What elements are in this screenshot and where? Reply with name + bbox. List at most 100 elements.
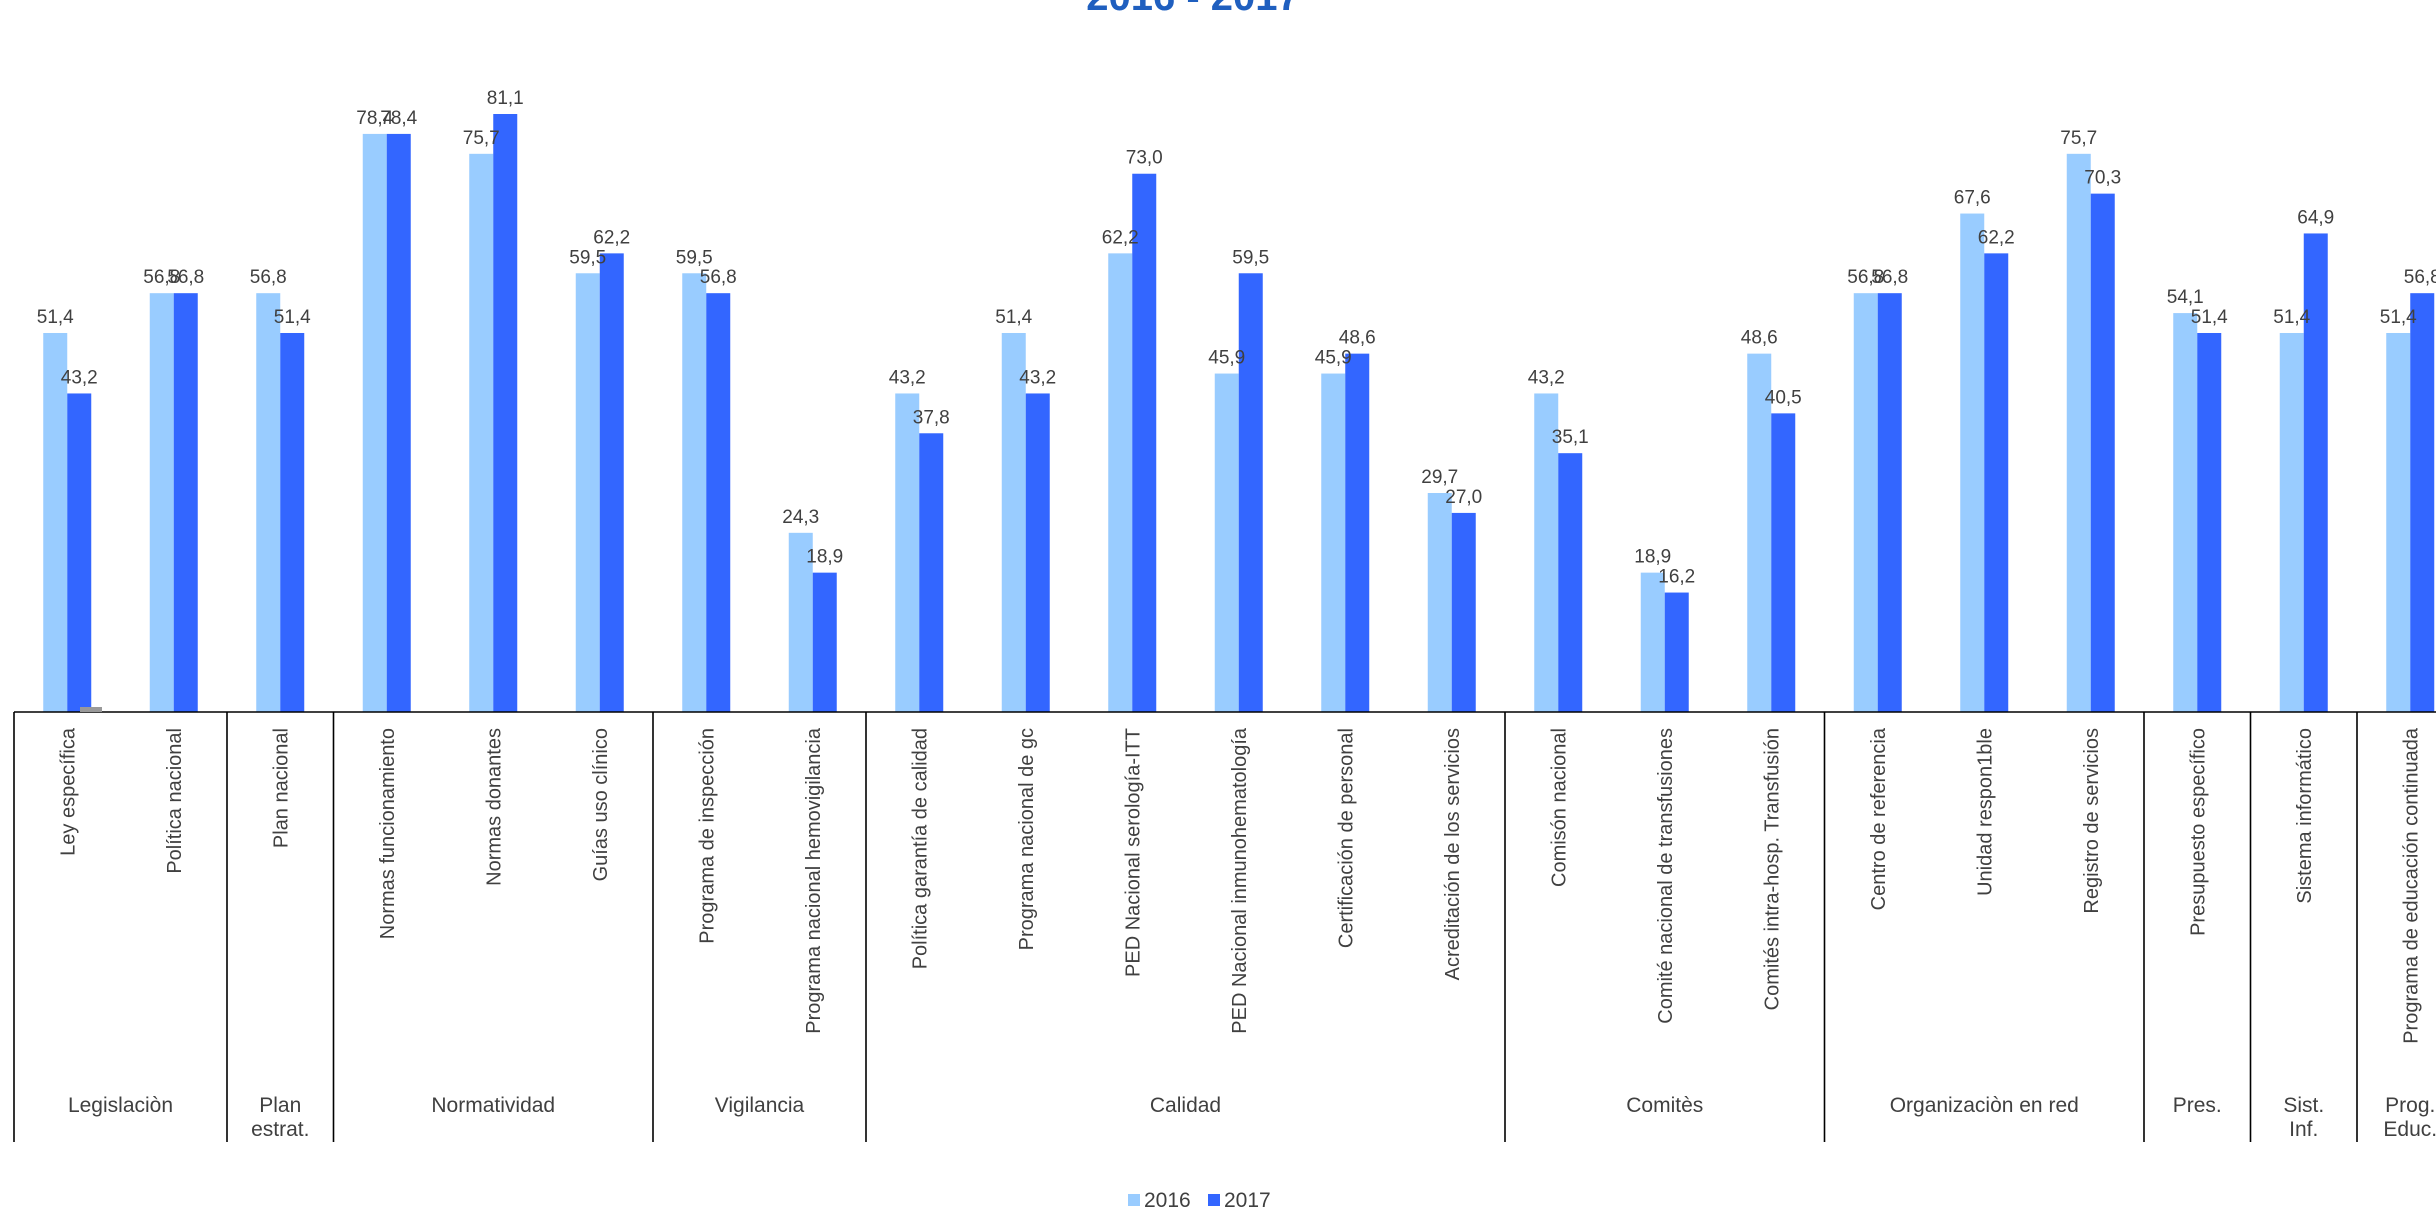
bar-2016-1-0 xyxy=(256,293,281,712)
bar-2017-2-2 xyxy=(599,253,624,713)
bar-2016-5-0 xyxy=(1534,393,1559,712)
value-label-2017-2-0: 78,4 xyxy=(380,108,417,129)
value-label-2016-3-1: 24,3 xyxy=(782,507,819,528)
bar-2017-1-0 xyxy=(280,332,305,712)
category-label-4-3: PED Nacional inmunohematología xyxy=(1229,727,1251,1034)
value-labels-layer: 51,443,256,856,8 56,851,478,478,475,781,1… xyxy=(37,88,2436,588)
bar-2016-3-1 xyxy=(788,532,813,712)
bar-2016-4-3 xyxy=(1214,373,1239,712)
category-label-4-0: Política garantía de calidad xyxy=(909,728,931,969)
bar-2016-4-5 xyxy=(1427,493,1452,712)
value-label-2016-5-0: 43,2 xyxy=(1528,367,1565,388)
group-label-0: Legislaciòn xyxy=(68,1094,173,1117)
value-label-2016-2-1: 75,7 xyxy=(463,128,500,149)
category-label-5-1: Comité nacional de transfusiones xyxy=(1655,728,1677,1024)
category-label-2-0: Normas funcionamiento xyxy=(377,728,399,939)
bar-2016-2-1 xyxy=(469,153,494,712)
chart-title: 2016 - 2017 xyxy=(1086,0,1300,19)
bar-2016-6-1 xyxy=(1960,213,1985,713)
bar-2017-4-2 xyxy=(1132,173,1157,712)
value-label-2016-4-2: 62,2 xyxy=(1102,227,1139,248)
value-label-2017-3-1: 18,9 xyxy=(806,547,843,568)
legend-label-2016: 2016 xyxy=(1144,1189,1191,1212)
value-label-2016-5-1: 18,9 xyxy=(1634,547,1671,568)
category-label-0-1: Política nacional xyxy=(164,728,186,874)
group-label-7: Pres. xyxy=(2173,1094,2222,1117)
value-label-2017-6-0: 56,8 xyxy=(1871,267,1908,288)
value-label-2017-4-3: 59,5 xyxy=(1232,247,1269,268)
value-label-2017-4-5: 27,0 xyxy=(1445,487,1482,508)
value-label-2016-4-3: 45,9 xyxy=(1208,348,1245,369)
bar-2017-7-0 xyxy=(2197,332,2222,712)
value-label-2016-4-4: 45,9 xyxy=(1315,348,1352,369)
group-label-2: Normatividad xyxy=(431,1094,555,1117)
bar-2017-3-1 xyxy=(812,572,837,712)
axis-layer xyxy=(13,707,2436,1142)
value-label-2017-5-2: 40,5 xyxy=(1765,387,1802,408)
value-label-2017-6-2: 70,3 xyxy=(2084,168,2121,189)
value-label-2017-4-2: 73,0 xyxy=(1126,148,1163,169)
bar-2017-6-0 xyxy=(1877,293,1902,712)
value-label-2016-9-0: 51,4 xyxy=(2380,307,2417,328)
bar-2016-9-0 xyxy=(2386,332,2411,712)
value-label-2016-5-2: 48,6 xyxy=(1741,328,1778,349)
bar-2017-4-5 xyxy=(1451,512,1476,712)
legend-swatch-2016 xyxy=(1128,1194,1140,1206)
bar-2017-9-0 xyxy=(2410,293,2435,712)
group-label-8-line-1: Inf. xyxy=(2289,1118,2318,1141)
bar-2017-0-1 xyxy=(173,293,198,712)
value-label-2017-5-1: 16,2 xyxy=(1658,567,1695,588)
bar-2016-2-0 xyxy=(362,133,387,712)
bar-2016-3-0 xyxy=(682,273,707,712)
legend-label-2017: 2017 xyxy=(1224,1189,1271,1212)
value-label-2017-2-2: 62,2 xyxy=(593,227,630,248)
baseline-marker xyxy=(80,707,102,712)
value-label-2016-6-1: 67,6 xyxy=(1954,188,1991,209)
bar-2017-5-1 xyxy=(1664,592,1689,712)
bar-2016-4-0 xyxy=(895,393,920,712)
value-label-2017-4-0: 37,8 xyxy=(913,407,950,428)
value-label-2016-6-2: 75,7 xyxy=(2060,128,2097,149)
bar-2016-5-1 xyxy=(1640,572,1665,712)
bar-2016-8-0 xyxy=(2279,332,2304,712)
bar-2016-6-2 xyxy=(2066,153,2091,712)
bar-2016-5-2 xyxy=(1747,353,1772,712)
value-label-2017-3-0: 56,8 xyxy=(700,267,737,288)
bar-2017-5-2 xyxy=(1771,413,1796,712)
category-label-6-1: Unidad respon1ble xyxy=(1974,728,1996,896)
category-label-7-0: Presupuesto específico xyxy=(2187,728,2209,936)
group-label-4: Calidad xyxy=(1150,1094,1221,1117)
value-label-2016-4-5: 29,7 xyxy=(1421,467,1458,488)
value-label-2017-0-0: 43,2 xyxy=(61,367,98,388)
bar-2017-4-0 xyxy=(919,433,944,712)
bar-2017-2-0 xyxy=(386,133,411,712)
category-label-5-2: Comités intra-hosp. Transfusión xyxy=(1761,728,1783,1010)
value-label-2016-6-0: 56,8 xyxy=(1847,267,1884,288)
bar-2017-4-1 xyxy=(1025,393,1050,712)
category-label-6-0: Centro de referencia xyxy=(1868,727,1890,910)
bar-2017-6-1 xyxy=(1984,253,2009,713)
group-label-6: Organizaciòn en red xyxy=(1890,1094,2079,1117)
group-label-1-line-0: Plan xyxy=(259,1094,301,1117)
bar-2016-4-2 xyxy=(1108,253,1133,713)
bar-2017-4-3 xyxy=(1238,273,1263,712)
bar-2016-0-1 xyxy=(149,293,174,712)
value-label-2016-0-1: 56,8 xyxy=(143,267,180,288)
category-label-4-1: Programa nacional de gc xyxy=(1016,728,1038,950)
value-label-2016-8-0: 51,4 xyxy=(2273,307,2310,328)
group-label-3: Vigilancia xyxy=(715,1094,805,1117)
bar-2016-6-0 xyxy=(1853,293,1878,712)
value-label-2016-2-0: 78,4 xyxy=(356,108,393,129)
value-label-2017-4-4: 48,6 xyxy=(1339,328,1376,349)
category-label-9-0: Programa de educación continuada xyxy=(2400,727,2422,1044)
category-label-2-2: Guías uso clínico xyxy=(590,728,612,881)
bar-2017-2-1 xyxy=(493,114,518,712)
value-label-2016-4-1: 51,4 xyxy=(995,307,1032,328)
value-label-2017-7-0: 51,4 xyxy=(2191,307,2228,328)
legend-swatch-2017 xyxy=(1208,1194,1220,1206)
value-label-2016-4-0: 43,2 xyxy=(889,367,926,388)
bar-2016-4-4 xyxy=(1321,373,1346,712)
bar-2017-0-0 xyxy=(67,393,92,712)
bar-2016-4-1 xyxy=(1001,332,1026,712)
